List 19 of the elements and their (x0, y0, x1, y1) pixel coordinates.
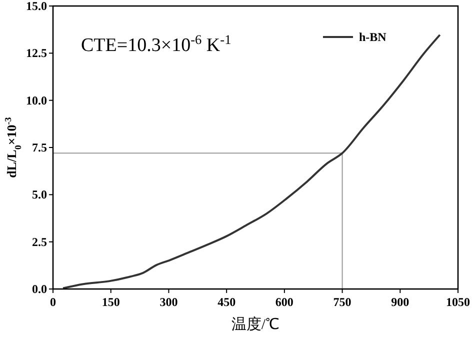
line-series (62, 34, 441, 290)
y-tick-label: 15.0 (26, 0, 47, 13)
y-tick-label: 0.0 (32, 282, 47, 296)
legend-label: h-BN (359, 30, 387, 44)
y-tick-label: 2.5 (32, 234, 47, 249)
y-tick-label: 10.0 (26, 93, 47, 108)
y-tick-label: 12.5 (26, 46, 47, 60)
y-tick-label: 7.5 (32, 140, 47, 154)
x-axis-title: 温度/℃ (231, 316, 280, 333)
annotation: CTE=10.3×10$^{-6}$ K$^{-1}$ (81, 32, 232, 56)
x-tick-label: 750 (333, 295, 352, 309)
y-tick-label: 5.0 (32, 188, 47, 202)
x-tick-label: 150 (102, 295, 120, 309)
x-tick-label: 900 (391, 295, 410, 309)
x-tick-label: 0 (50, 295, 56, 309)
x-tick-label: 600 (275, 295, 294, 309)
x-tick-label: 450 (218, 295, 236, 309)
x-tick-label: 1050 (446, 295, 470, 309)
x-tick-label: 300 (160, 295, 178, 309)
